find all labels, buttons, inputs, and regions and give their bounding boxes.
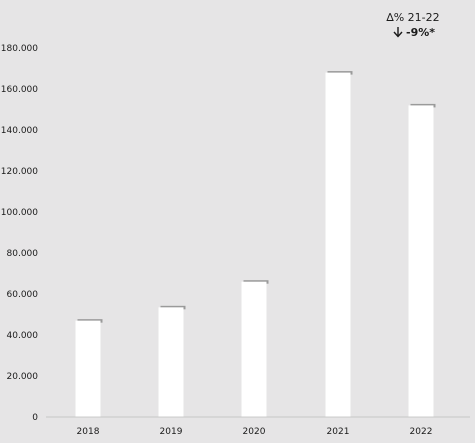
x-tick-label: 2020: [243, 427, 266, 437]
delta-title: ∆% 21-22: [385, 11, 439, 24]
bars: [75, 71, 436, 418]
bar-2018: [75, 320, 101, 417]
bar-2019: [158, 307, 184, 417]
x-tick-label: 2022: [410, 427, 433, 437]
delta-annotation: ∆% 21-22 -9%*: [385, 11, 439, 39]
x-axis: 2018 2019 2020 2021 2022: [46, 416, 470, 437]
y-tick-label: 180.000: [1, 44, 38, 54]
x-tick-label: 2018: [77, 427, 100, 437]
bar-2021: [325, 72, 351, 417]
delta-value: -9%*: [406, 26, 435, 39]
y-tick-label: 0: [32, 413, 38, 423]
y-tick-label: 20.000: [7, 372, 39, 382]
bar-2022: [408, 105, 434, 418]
y-tick-label: 100.000: [1, 208, 38, 218]
down-arrow-icon: [393, 27, 403, 38]
x-tick-label: 2021: [327, 427, 350, 437]
y-tick-label: 60.000: [7, 290, 39, 300]
y-tick-label: 160.000: [1, 85, 38, 95]
y-tick-label: 40.000: [7, 331, 39, 341]
y-axis: 0 20.000 40.000 60.000 80.000 100.000 120.000 1…: [1, 44, 38, 423]
y-tick-label: 120.000: [1, 167, 38, 177]
y-tick-label: 140.000: [1, 126, 38, 136]
bar-2020: [241, 281, 267, 417]
x-tick-label: 2019: [160, 427, 183, 437]
y-tick-label: 80.000: [7, 249, 39, 259]
